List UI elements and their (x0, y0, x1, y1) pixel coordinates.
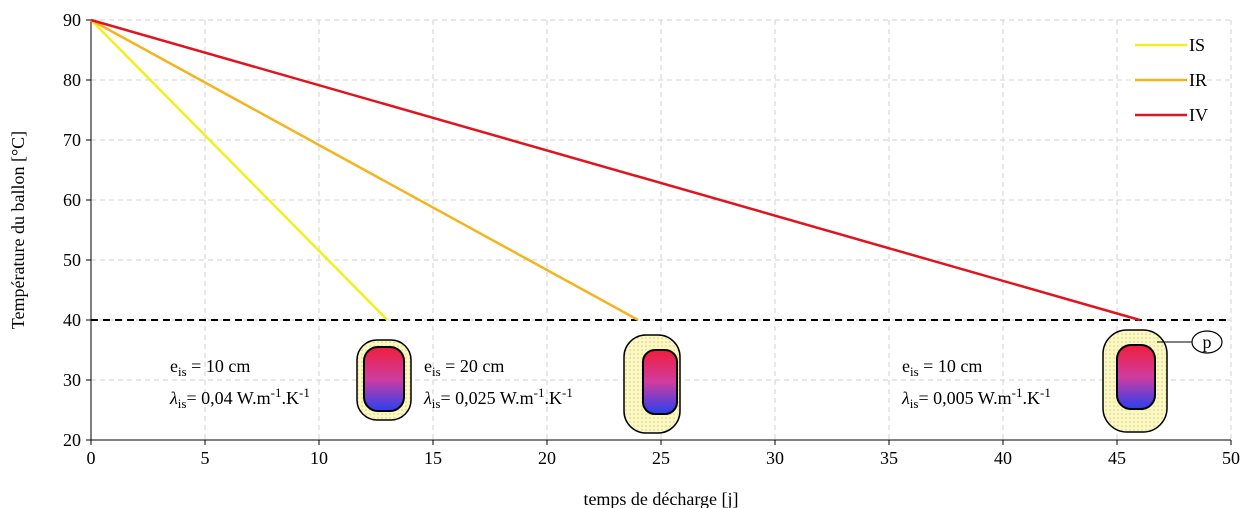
annotation-part: -1 (562, 385, 573, 400)
annotation: λis= 0,04 W.m-1.K-1 (169, 385, 310, 411)
tank-icons: p (356, 329, 1223, 434)
x-tick-label: 15 (424, 448, 442, 468)
x-tick-label: 5 (201, 448, 210, 468)
tank (363, 346, 405, 412)
x-tick-label: 40 (994, 448, 1012, 468)
x-tick-label: 25 (652, 448, 670, 468)
annotation: eis = 10 cm (170, 356, 250, 379)
label-circle (1191, 330, 1223, 354)
x-tick-label: 50 (1222, 448, 1240, 468)
y-tick-label: 50 (63, 250, 81, 270)
x-tick-label: 0 (87, 448, 96, 468)
annotation-part: λ (423, 388, 432, 408)
annotation-part: e (902, 356, 910, 376)
annotation: λis= 0,005 W.m-1.K-1 (901, 385, 1051, 411)
legend-label: IV (1189, 105, 1208, 125)
legend-label: IS (1189, 35, 1205, 55)
annotation-part: is (910, 396, 919, 411)
annotation-part: = 0,04 W.m (186, 388, 270, 408)
annotation-part: e (424, 356, 432, 376)
annotation-part: is (178, 396, 187, 411)
series-line (90, 18, 1141, 322)
annotation-part: = 0,005 W.m (918, 388, 1011, 408)
annotation-part: -1 (271, 385, 282, 400)
annotation-part: .K (1022, 388, 1040, 408)
annotation-part: = 20 cm (441, 356, 505, 376)
annotation-part: is (432, 396, 441, 411)
x-tick-label: 30 (766, 448, 784, 468)
annotation-part: λ (169, 388, 178, 408)
annotation-part: -1 (299, 385, 310, 400)
annotation-part: -1 (534, 385, 545, 400)
y-tick-label: 70 (63, 130, 81, 150)
y-axis-title: Température du ballon [°C] (8, 131, 28, 329)
annotation-part: .K (281, 388, 299, 408)
annotation-part: -1 (1040, 385, 1051, 400)
annotation: eis = 10 cm (902, 356, 982, 379)
y-tick-label: 40 (63, 310, 81, 330)
y-tick-label: 60 (63, 190, 81, 210)
tank-label: p (1203, 332, 1212, 352)
x-tick-label: 35 (880, 448, 898, 468)
series-line (90, 18, 639, 322)
annotation-part: .K (544, 388, 562, 408)
annotation-part: -1 (1012, 385, 1023, 400)
series-line (90, 19, 389, 321)
annotation-part: is (910, 364, 919, 379)
y-tick-label: 80 (63, 70, 81, 90)
tank (1116, 344, 1156, 410)
x-axis-title: temps de décharge [j] (583, 489, 738, 508)
y-tick-label: 90 (63, 10, 81, 30)
annotation-part: e (170, 356, 178, 376)
x-tick-label: 10 (310, 448, 328, 468)
y-tick-label: 20 (63, 430, 81, 450)
annotation-part: = 10 cm (187, 356, 251, 376)
annotation: λis= 0,025 W.m-1.K-1 (423, 385, 573, 411)
annotation-part: is (432, 364, 441, 379)
tank (642, 349, 678, 415)
annotation-part: λ (901, 388, 910, 408)
annotation-part: = 10 cm (919, 356, 983, 376)
annotation-part: = 0,025 W.m (440, 388, 533, 408)
annotation: eis = 20 cm (424, 356, 504, 379)
plot: 20 30 40 50 60 70 80 90 0 5 10 15 20 25 30 35 40 45 50 temp… (8, 10, 1240, 508)
x-tick-label: 45 (1108, 448, 1126, 468)
grid (90, 19, 1232, 441)
x-tick-label: 20 (538, 448, 556, 468)
annotation-part: is (178, 364, 187, 379)
legend-label: IR (1189, 70, 1207, 90)
y-tick-label: 30 (63, 370, 81, 390)
